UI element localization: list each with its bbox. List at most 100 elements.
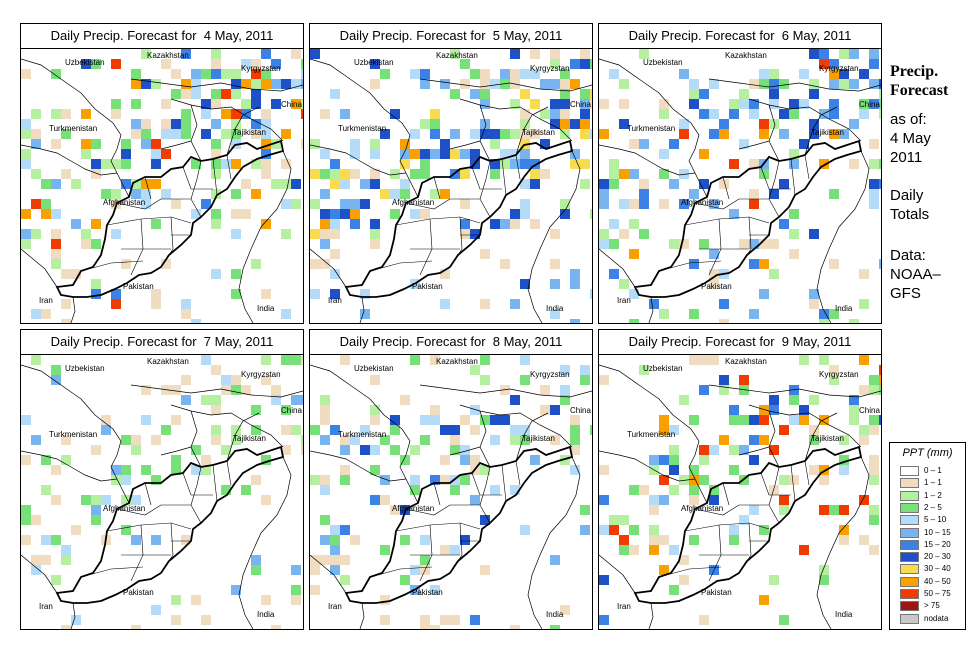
- country-label-iran: Iran: [328, 296, 342, 305]
- province-border: [419, 218, 433, 276]
- country-label-kyrgyzstan: Kyrgyzstan: [241, 64, 281, 73]
- country-border: [804, 106, 838, 156]
- province-border: [405, 504, 451, 516]
- panel-title: Daily Precip. Forecast for 4 May, 2011: [21, 24, 303, 49]
- legend-item: 15 – 20: [900, 539, 962, 550]
- legend-label: 0 – 1: [924, 466, 942, 475]
- precip-cells: [599, 355, 881, 625]
- legend-item: 20 – 30: [900, 551, 962, 563]
- afghanistan-outline: [633, 139, 863, 298]
- province-border: [804, 154, 810, 180]
- country-label-turkmenistan: Turkmenistan: [49, 430, 97, 439]
- province-border: [405, 198, 451, 210]
- panel-title: Daily Precip. Forecast for 8 May, 2011: [310, 330, 592, 355]
- forecast-panel-2: Daily Precip. Forecast for 5 May, 2011 K…: [309, 23, 593, 324]
- country-label-tajikistan: Tajikistan: [522, 128, 555, 137]
- legend-swatch: [900, 490, 919, 501]
- country-label-tajikistan: Tajikistan: [233, 128, 266, 137]
- province-border: [190, 160, 202, 200]
- country-border: [708, 384, 881, 398]
- province-border: [116, 504, 162, 516]
- legend-item: 50 – 75: [900, 588, 962, 599]
- legend-label: 20 – 30: [924, 552, 951, 562]
- country-label-uzbekistan: Uzbekistan: [643, 58, 683, 67]
- country-label-india: India: [546, 610, 564, 619]
- legend-item: 10 – 15: [900, 527, 962, 538]
- province-border: [694, 198, 740, 210]
- afghanistan-outline: [55, 139, 285, 298]
- totals-line1: Daily: [890, 187, 924, 204]
- country-label-uzbekistan: Uzbekistan: [65, 364, 105, 373]
- country-border: [226, 106, 260, 156]
- legend-title: PPT (mm): [902, 447, 953, 459]
- province-border: [515, 460, 521, 486]
- country-border: [449, 140, 481, 150]
- sidebar-title: Precip. Forecast: [890, 62, 970, 100]
- precip-cells: [21, 355, 303, 629]
- country-border: [738, 446, 770, 456]
- country-label-tajikistan: Tajikistan: [522, 434, 555, 443]
- country-border: [816, 456, 870, 629]
- province-border: [161, 504, 202, 524]
- country-label-iran: Iran: [328, 602, 342, 611]
- province-border: [182, 472, 213, 496]
- country-label-kyrgyzstan: Kyrgyzstan: [241, 370, 281, 379]
- country-label-pakistan: Pakistan: [412, 282, 443, 291]
- country-border: [190, 410, 202, 468]
- country-label-pakistan: Pakistan: [701, 282, 732, 291]
- country-label-kazakhstan: Kazakhstan: [147, 51, 189, 60]
- data-source-label: Data:: [890, 247, 926, 264]
- country-border: [599, 248, 636, 288]
- map-canvas: Kazakhstan Uzbekistan Kyrgyzstan China Turkm…: [599, 355, 881, 629]
- map-canvas: Kazakhstan Uzbekistan Kyrgyzstan China Turkm…: [21, 355, 303, 629]
- legend-swatch: [900, 466, 919, 476]
- country-border: [527, 150, 581, 323]
- country-border: [310, 144, 407, 176]
- country-border: [599, 144, 696, 176]
- legend-swatch: [900, 601, 919, 612]
- sidebar-title-line2: Forecast: [890, 82, 949, 99]
- country-border: [599, 554, 636, 594]
- legend-swatch: [900, 564, 919, 575]
- country-label-tajikistan: Tajikistan: [233, 434, 266, 443]
- country-label-india: India: [835, 304, 853, 313]
- province-border: [130, 218, 144, 276]
- country-border: [768, 104, 780, 162]
- country-label-china: China: [570, 100, 591, 109]
- country-label-iran: Iran: [617, 296, 631, 305]
- country-border: [479, 104, 491, 162]
- legend-label: 1 – 1: [924, 478, 942, 488]
- country-border: [648, 602, 654, 629]
- country-border: [804, 412, 838, 462]
- precip-legend: PPT (mm) 0 – 1 1 – 1 1 – 2 2 – 5 5 – 10 10 – …: [889, 442, 966, 630]
- province-border: [190, 466, 202, 506]
- map-canvas: Kazakhstan Uzbekistan Kyrgyzstan China Turkm…: [310, 49, 592, 323]
- country-label-kyrgyzstan: Kyrgyzstan: [819, 370, 859, 379]
- province-border: [479, 160, 491, 200]
- legend-item: nodata: [900, 613, 962, 624]
- country-label-china: China: [859, 100, 880, 109]
- country-label-tajikistan: Tajikistan: [811, 128, 844, 137]
- country-label-india: India: [835, 610, 853, 619]
- country-label-china: China: [281, 406, 302, 415]
- legend-item: 40 – 50: [900, 576, 962, 587]
- province-border: [501, 158, 507, 196]
- panel-title: Daily Precip. Forecast for 7 May, 2011: [21, 330, 303, 355]
- country-label-kyrgyzstan: Kyrgyzstan: [819, 64, 859, 73]
- country-border: [768, 410, 780, 468]
- precip-cells: [21, 49, 303, 323]
- province-border: [144, 176, 152, 200]
- precip-map: Kazakhstan Uzbekistan Kyrgyzstan China Turkm…: [21, 355, 303, 629]
- province-border: [479, 466, 491, 506]
- precip-map: Kazakhstan Uzbekistan Kyrgyzstan China Turkm…: [310, 49, 592, 323]
- country-border: [160, 446, 192, 456]
- country-border: [310, 450, 407, 482]
- country-label-china: China: [570, 406, 591, 415]
- totals-line2: Totals: [890, 206, 930, 223]
- legend-label: nodata: [924, 613, 949, 623]
- country-border: [21, 364, 130, 504]
- province-border: [212, 464, 218, 502]
- country-border: [190, 104, 202, 162]
- country-label-turkmenistan: Turkmenistan: [627, 430, 675, 439]
- country-label-afghanistan: Afghanistan: [103, 198, 145, 207]
